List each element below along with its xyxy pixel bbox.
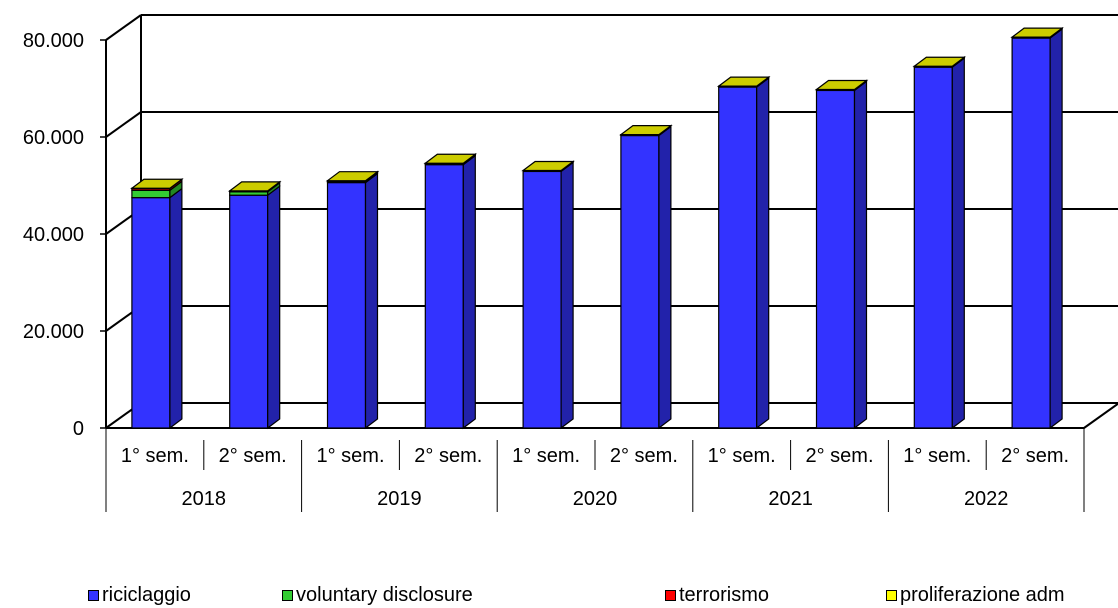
bar-segment-riciclaggio — [719, 87, 757, 428]
bar-side-riciclaggio — [1050, 29, 1062, 428]
y-tick-label: 40.000 — [23, 224, 84, 246]
y-tick-label: 20.000 — [23, 321, 84, 343]
x-group-label: 2018 — [182, 488, 227, 510]
legend-swatch — [88, 590, 99, 601]
legend-label: riciclaggio — [102, 584, 191, 607]
floor-right-edge — [1084, 403, 1118, 428]
bar-side-riciclaggio — [463, 156, 475, 428]
legend-swatch — [665, 590, 676, 601]
x-group-label: 2019 — [377, 488, 422, 510]
bar-segment-riciclaggio — [132, 198, 170, 428]
chart-bars — [132, 28, 1062, 428]
x-category-label: 2° sem. — [610, 445, 678, 467]
bar-side-riciclaggio — [268, 186, 280, 428]
bar-side-riciclaggio — [757, 78, 769, 428]
x-category-label: 1° sem. — [512, 445, 580, 467]
x-group-label: 2020 — [573, 488, 618, 510]
bar-side-riciclaggio — [170, 189, 182, 428]
legend-swatch — [282, 590, 293, 601]
legend-label: terrorismo — [679, 584, 769, 607]
bar-segment-voluntary-disclosure — [132, 190, 170, 197]
x-group-label: 2021 — [768, 488, 813, 510]
grid-diagonal — [106, 112, 141, 137]
bar-side-riciclaggio — [855, 81, 867, 428]
legend-item: terrorismo — [665, 584, 769, 607]
legend-swatch — [886, 590, 897, 601]
bar-segment-riciclaggio — [621, 136, 659, 428]
x-group-label: 2022 — [964, 488, 1009, 510]
legend-item: proliferazione adm — [886, 584, 1065, 607]
chart-legend: riciclaggio voluntary disclosure terrorism… — [0, 584, 1118, 608]
x-category-label: 1° sem. — [316, 445, 384, 467]
grid-diagonal — [106, 15, 141, 40]
y-tick-label: 0 — [73, 418, 84, 440]
y-tick-label: 60.000 — [23, 127, 84, 149]
x-category-label: 1° sem. — [903, 445, 971, 467]
x-category-label: 2° sem. — [219, 445, 287, 467]
legend-item: riciclaggio — [88, 584, 191, 607]
x-category-label: 1° sem. — [121, 445, 189, 467]
x-category-label: 2° sem. — [805, 445, 873, 467]
bar-segment-riciclaggio — [1012, 38, 1050, 428]
x-category-label: 2° sem. — [1001, 445, 1069, 467]
y-tick-label: 80.000 — [23, 30, 84, 52]
bar-segment-riciclaggio — [230, 195, 268, 428]
legend-label: proliferazione adm — [900, 584, 1065, 607]
bar-side-riciclaggio — [952, 58, 964, 428]
bar-side-riciclaggio — [561, 162, 573, 428]
x-category-label: 2° sem. — [414, 445, 482, 467]
x-category-label: 1° sem. — [708, 445, 776, 467]
bar-segment-riciclaggio — [425, 165, 463, 428]
legend-label: voluntary disclosure — [296, 584, 473, 607]
legend-item: voluntary disclosure — [282, 584, 473, 607]
bar-segment-riciclaggio — [914, 67, 952, 428]
bar-side-riciclaggio — [659, 127, 671, 428]
bar-segment-riciclaggio — [523, 171, 561, 428]
bar-segment-riciclaggio — [328, 183, 366, 428]
bar-segment-riciclaggio — [817, 90, 855, 428]
bar-side-riciclaggio — [366, 174, 378, 428]
